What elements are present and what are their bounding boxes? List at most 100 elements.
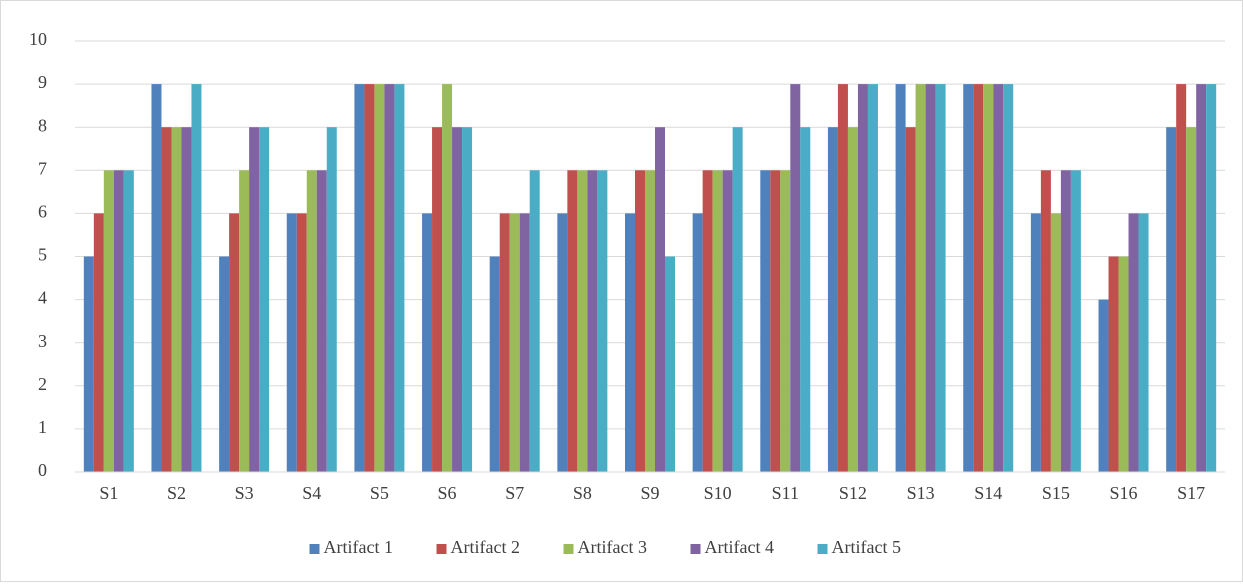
x-tick-label: S11 bbox=[772, 483, 799, 503]
bar bbox=[83, 256, 94, 472]
x-tick-label: S7 bbox=[505, 483, 524, 503]
bar bbox=[847, 127, 858, 472]
bar bbox=[983, 84, 994, 472]
bar bbox=[462, 127, 473, 472]
bar bbox=[973, 84, 984, 472]
bar bbox=[800, 127, 811, 472]
bar bbox=[123, 170, 134, 473]
bar bbox=[432, 127, 443, 472]
bar bbox=[249, 127, 260, 472]
bar bbox=[857, 84, 868, 472]
bar bbox=[655, 127, 665, 472]
y-tick-label: 8 bbox=[38, 115, 47, 135]
bar bbox=[895, 84, 906, 472]
bar bbox=[364, 84, 375, 472]
bar bbox=[587, 170, 598, 473]
legend-swatch bbox=[817, 544, 828, 554]
y-tick-label: 9 bbox=[38, 72, 47, 92]
bar bbox=[229, 213, 240, 472]
bar bbox=[509, 213, 520, 472]
x-tick-label: S9 bbox=[640, 483, 659, 503]
bar bbox=[732, 127, 743, 472]
bar bbox=[306, 170, 317, 473]
bar bbox=[567, 170, 578, 473]
y-tick-label: 3 bbox=[38, 331, 47, 351]
bar bbox=[712, 170, 723, 473]
bar bbox=[442, 84, 453, 472]
bar bbox=[1030, 213, 1041, 472]
y-tick-label: 0 bbox=[38, 460, 47, 480]
x-tick-label: S13 bbox=[907, 483, 935, 503]
x-tick-label: S1 bbox=[99, 483, 118, 503]
y-tick-label: 1 bbox=[38, 417, 47, 437]
bar bbox=[1050, 213, 1061, 472]
bar bbox=[296, 213, 307, 472]
legend-label: Artifact 4 bbox=[705, 537, 774, 557]
legend-label: Artifact 2 bbox=[451, 537, 520, 557]
bar bbox=[827, 127, 838, 472]
bar bbox=[837, 84, 848, 472]
y-tick-label: 7 bbox=[38, 158, 47, 178]
bar bbox=[935, 84, 946, 472]
x-tick-label: S17 bbox=[1177, 483, 1205, 503]
x-tick-label: S10 bbox=[704, 483, 732, 503]
bar bbox=[489, 256, 500, 472]
legend-swatch bbox=[563, 544, 574, 554]
legend-swatch bbox=[309, 544, 320, 554]
bar bbox=[103, 170, 114, 473]
bar bbox=[702, 170, 713, 473]
x-tick-label: S6 bbox=[438, 483, 457, 503]
bar bbox=[925, 84, 936, 472]
bar bbox=[867, 84, 878, 472]
bar bbox=[1060, 170, 1071, 473]
legend-label: Artifact 3 bbox=[578, 537, 647, 557]
bar bbox=[1118, 256, 1129, 472]
bar bbox=[780, 170, 791, 473]
bar bbox=[557, 213, 568, 472]
bar bbox=[113, 170, 124, 473]
bar bbox=[286, 213, 297, 472]
bar bbox=[181, 127, 192, 472]
x-tick-label: S3 bbox=[235, 483, 254, 503]
bar bbox=[219, 256, 230, 472]
x-tick-label: S4 bbox=[302, 483, 321, 503]
bar bbox=[760, 170, 771, 473]
x-tick-label: S8 bbox=[573, 483, 592, 503]
y-tick-label: 2 bbox=[38, 374, 47, 394]
x-tick-label: S2 bbox=[167, 483, 186, 503]
legend-swatch bbox=[436, 544, 447, 554]
bar bbox=[915, 84, 926, 472]
x-tick-label: S12 bbox=[839, 483, 867, 503]
x-tick-label: S5 bbox=[370, 483, 389, 503]
legend-label: Artifact 1 bbox=[324, 537, 393, 557]
bar bbox=[645, 170, 655, 473]
bar bbox=[422, 213, 433, 472]
bar bbox=[692, 213, 703, 472]
bar bbox=[529, 170, 540, 473]
bar bbox=[171, 127, 182, 472]
bar bbox=[519, 213, 530, 472]
bar bbox=[963, 84, 974, 472]
legend-swatch bbox=[690, 544, 701, 554]
x-tick-label: S15 bbox=[1042, 483, 1070, 503]
bar bbox=[191, 84, 202, 472]
bar bbox=[993, 84, 1004, 472]
bar bbox=[1098, 299, 1109, 472]
bar bbox=[394, 84, 405, 472]
bar bbox=[316, 170, 327, 473]
bar bbox=[326, 127, 337, 472]
bar bbox=[1196, 84, 1207, 472]
bar bbox=[452, 127, 463, 472]
bar bbox=[625, 213, 635, 472]
bar bbox=[722, 170, 733, 473]
bar bbox=[1176, 84, 1187, 472]
bar bbox=[1003, 84, 1014, 472]
bar bbox=[1166, 127, 1177, 472]
bar bbox=[161, 127, 172, 472]
bar bbox=[905, 127, 916, 472]
bar bbox=[665, 256, 675, 472]
bar bbox=[384, 84, 395, 472]
y-tick-label: 6 bbox=[38, 202, 47, 222]
x-tick-label: S14 bbox=[974, 483, 1002, 503]
